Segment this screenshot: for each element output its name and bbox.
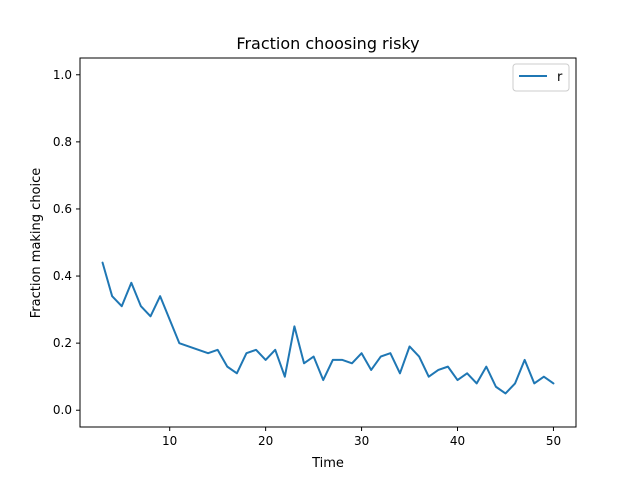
x-tick-label: 20 — [258, 434, 273, 448]
y-tick-label: 0.4 — [53, 269, 72, 283]
y-tick-label: 0.6 — [53, 202, 72, 216]
y-axis-label: Fraction making choice — [29, 168, 44, 319]
chart-title: Fraction choosing risky — [236, 34, 419, 53]
y-tick-label: 0.8 — [53, 135, 72, 149]
x-tick-label: 10 — [162, 434, 177, 448]
x-tick-label: 50 — [546, 434, 561, 448]
legend: r — [513, 64, 569, 91]
y-tick-label: 0.0 — [53, 403, 72, 417]
y-tick-label: 1.0 — [53, 68, 72, 82]
y-tick-label: 0.2 — [53, 336, 72, 350]
x-tick-label: 40 — [450, 434, 465, 448]
x-tick-label: 30 — [354, 434, 369, 448]
legend-label-r: r — [557, 70, 563, 85]
x-axis-label: Time — [311, 456, 344, 471]
